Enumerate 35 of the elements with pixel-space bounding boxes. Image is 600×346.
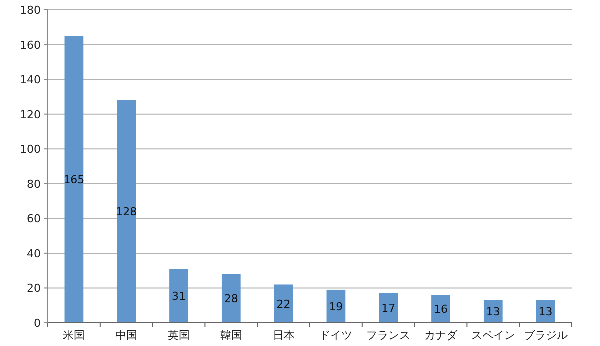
data-label: 17 (382, 302, 396, 316)
y-tick-label: 20 (27, 282, 41, 296)
y-tick-label: 80 (27, 178, 41, 191)
y-tick-label: 140 (20, 74, 41, 87)
x-tick-label: ブラジル (524, 329, 568, 342)
data-label: 31 (172, 290, 186, 304)
y-tick-label: 120 (20, 108, 41, 122)
x-tick-label: 米国 (63, 329, 86, 342)
data-label: 16 (434, 303, 448, 316)
y-tick-label: 60 (27, 212, 41, 226)
y-tick-label: 100 (20, 143, 41, 156)
data-label: 13 (538, 306, 553, 319)
x-tick-label: フランス (366, 329, 411, 342)
bar (222, 274, 241, 323)
bar (379, 293, 398, 323)
x-tick-label: カナダ (424, 329, 458, 342)
data-label: 22 (276, 298, 291, 311)
x-tick-label: ドイツ (320, 329, 353, 342)
y-tick-label: 160 (20, 38, 41, 52)
x-tick-label: 日本 (272, 329, 295, 342)
y-tick-label: 180 (20, 4, 41, 17)
bar (432, 295, 450, 323)
x-tick-label: 英国 (168, 329, 190, 342)
data-label: 19 (329, 300, 344, 314)
x-tick-label: スペイン (471, 329, 516, 342)
bar (117, 100, 136, 323)
bar (64, 36, 84, 323)
y-tick-label: 0 (34, 317, 41, 330)
x-tick-label: 韓国 (220, 329, 242, 342)
y-tick-label: 40 (27, 247, 41, 260)
x-tick-label: 中国 (116, 329, 138, 342)
bar (170, 269, 188, 323)
data-label: 13 (486, 306, 500, 319)
data-label: 28 (224, 292, 238, 306)
bar (274, 284, 294, 323)
